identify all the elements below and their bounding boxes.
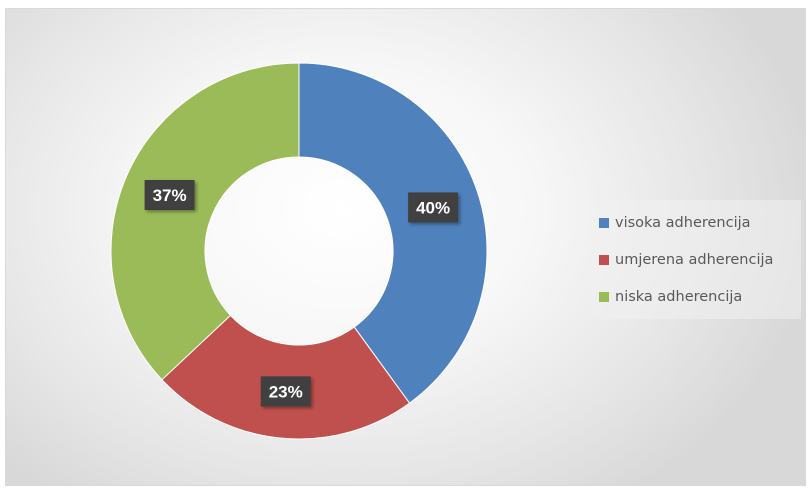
legend-item: umjerena adherencija: [599, 241, 801, 278]
data-label: 40%: [408, 192, 459, 223]
data-labels-group: 40% 23% 37%: [144, 180, 459, 407]
legend-label: umjerena adherencija: [615, 251, 774, 268]
data-label-text: 23%: [269, 382, 303, 401]
legend-item: niska adherencija: [599, 278, 801, 315]
data-label-box: [260, 376, 311, 407]
legend-swatch-icon: [599, 217, 609, 228]
legend-label: visoka adherencija: [615, 214, 751, 231]
legend-swatch-icon: [599, 254, 609, 265]
data-label-box: [144, 180, 195, 211]
data-label-text: 37%: [153, 186, 187, 205]
legend: visoka adherencija umjerena adherencija …: [591, 200, 801, 319]
data-label: 23%: [260, 376, 311, 407]
data-label-text: 40%: [416, 198, 450, 217]
slice-visoka-adherencija: [298, 62, 488, 404]
legend-item: visoka adherencija: [599, 204, 801, 241]
chart-area: 40% 23% 37% visoka adherencija umjerena ad…: [5, 8, 806, 486]
doughnut-chart: 40% 23% 37%: [110, 62, 488, 440]
slice-niska-adherencija: [110, 62, 300, 381]
data-label: 37%: [144, 180, 195, 211]
legend-swatch-icon: [599, 291, 609, 302]
data-label-box: [408, 192, 459, 223]
legend-label: niska adherencija: [615, 288, 743, 305]
